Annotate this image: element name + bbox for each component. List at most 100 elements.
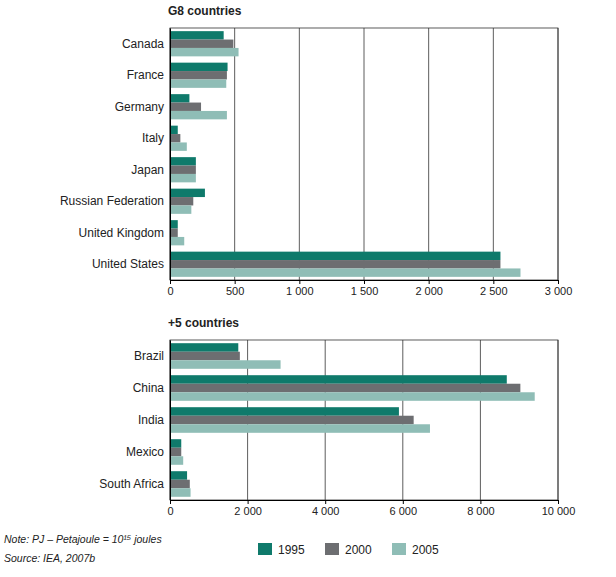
tick: 2 000 (415, 280, 443, 297)
grid-line (480, 340, 481, 500)
bar (170, 384, 520, 393)
y-axis: Brazil China India Mexico South Africa (99, 341, 170, 501)
bar (170, 229, 178, 237)
tick-label: 2 000 (415, 285, 443, 297)
notes: Note: PJ – Petajoule = 10¹⁵ joules Source… (4, 533, 162, 564)
bar (170, 360, 281, 369)
legend-swatch (325, 543, 339, 555)
tick-mark (364, 280, 365, 284)
x-axis: 02 0004 0006 0008 00010 000 (167, 500, 575, 517)
category-label: Brazil (134, 349, 164, 363)
bar (170, 205, 191, 213)
bar (170, 63, 228, 71)
tick-label: 500 (226, 285, 244, 297)
legend-swatch (392, 543, 406, 555)
tick: Germany (115, 100, 170, 114)
bar (170, 111, 227, 119)
tick-mark (170, 280, 171, 284)
tick-label: 8 000 (467, 505, 495, 517)
bar (170, 71, 227, 79)
tick-label: 4 000 (312, 505, 340, 517)
bar (170, 252, 500, 260)
tick-mark (429, 280, 430, 284)
tick: Canada (122, 37, 170, 51)
bar (170, 439, 181, 448)
bar-series (170, 48, 520, 277)
tick: South Africa (99, 477, 170, 491)
tick: Italy (142, 131, 170, 145)
tick-mark (299, 280, 300, 284)
tick: 4 000 (312, 500, 340, 517)
bar (170, 157, 196, 165)
bar (170, 48, 239, 56)
bar (170, 94, 189, 102)
bar (170, 352, 240, 361)
tick: United States (92, 257, 170, 271)
bar (170, 456, 183, 465)
bar (170, 260, 500, 268)
tick: 10 000 (542, 500, 576, 517)
panel-title: +5 countries (168, 316, 239, 330)
tick: Brazil (134, 349, 170, 363)
bar (170, 189, 205, 197)
tick-mark (235, 280, 236, 284)
grid-line (493, 28, 494, 280)
tick: France (127, 68, 170, 82)
tick-mark (325, 500, 326, 504)
bar-series (170, 343, 507, 480)
category-label: United Kingdom (79, 226, 164, 240)
bar (170, 142, 187, 150)
note: Note: PJ – Petajoule = 10¹⁵ joules (4, 533, 162, 545)
bar (170, 392, 535, 401)
category-label: Italy (142, 131, 164, 145)
tick: China (133, 381, 170, 395)
category-label: South Africa (99, 477, 164, 491)
bar (170, 407, 399, 416)
tick-mark (558, 280, 559, 284)
tick-label: 1 500 (351, 285, 379, 297)
category-label: Russian Federation (60, 194, 164, 208)
tick: 2 500 (480, 280, 508, 297)
bar (170, 174, 196, 182)
legend: 199520002005 (258, 543, 439, 557)
axis-line (170, 341, 171, 501)
tick: 500 (226, 280, 244, 297)
bar (170, 220, 178, 228)
bar (170, 424, 430, 433)
panel-title: G8 countries (168, 4, 242, 18)
tick: 1 000 (286, 280, 314, 297)
bar-series (170, 352, 520, 489)
tick: 2 000 (234, 500, 262, 517)
tick: Russian Federation (60, 194, 170, 208)
tick-mark (170, 500, 171, 504)
bar-series (170, 40, 500, 269)
tick: Mexico (126, 445, 170, 459)
bar (170, 375, 507, 384)
tick-label: 3 000 (545, 285, 573, 297)
note: Source: IEA, 2007b (4, 552, 95, 564)
category-label: Japan (131, 163, 164, 177)
plot-frame (170, 28, 558, 280)
plot-frame (170, 340, 558, 500)
legend-swatch (258, 543, 272, 555)
legend-label: 2005 (412, 543, 439, 557)
bar (170, 197, 193, 205)
bar (170, 134, 180, 142)
bars (170, 31, 520, 277)
tick-label: 10 000 (542, 505, 576, 517)
tick: 0 (167, 280, 173, 297)
y-axis: Canada France Germany Italy Japan Russian Fed… (60, 29, 171, 281)
tick-mark (493, 280, 494, 284)
category-label: India (138, 413, 164, 427)
tick: 0 (167, 500, 173, 517)
grid-line (364, 28, 365, 280)
grid-line (234, 28, 235, 280)
grid-line (299, 28, 300, 280)
bar (170, 268, 520, 276)
bar (170, 343, 238, 352)
category-label: France (127, 68, 165, 82)
tick-mark (558, 500, 559, 504)
bar (170, 31, 224, 39)
tick-mark (480, 500, 481, 504)
tick: United Kingdom (79, 226, 170, 240)
